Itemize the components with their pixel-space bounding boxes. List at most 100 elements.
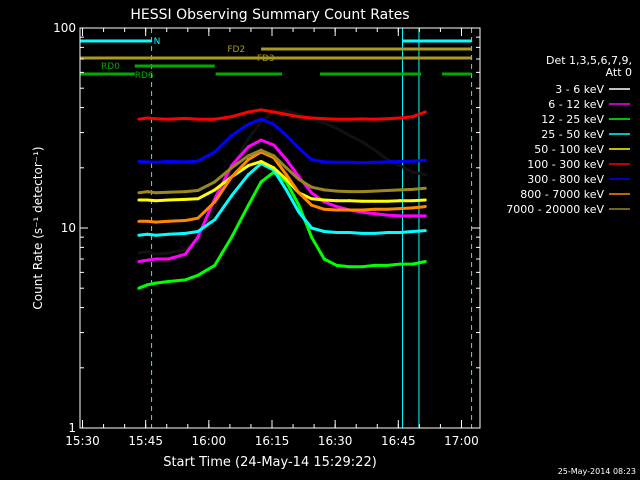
series-4-point-22 bbox=[423, 198, 427, 202]
series-5-point-22 bbox=[423, 110, 427, 114]
footer-timestamp: 25-May-2014 08:23 bbox=[558, 467, 636, 476]
series-2-point-17 bbox=[360, 265, 364, 269]
series-5-point-8 bbox=[246, 110, 250, 114]
series-6-point-0 bbox=[137, 160, 141, 164]
series-8-point-8 bbox=[246, 154, 250, 158]
series-5-point-19 bbox=[385, 117, 389, 121]
series-4-point-8 bbox=[246, 164, 250, 168]
x-tick-label-1: 15:45 bbox=[128, 434, 163, 448]
legend-label-0: 3 - 6 keV bbox=[555, 83, 604, 96]
series-0-point-19 bbox=[385, 158, 389, 162]
series-8-point-13 bbox=[310, 185, 314, 189]
series-0-point-15 bbox=[335, 126, 339, 130]
series-8-point-0 bbox=[137, 191, 141, 195]
series-4-point-16 bbox=[347, 199, 351, 203]
series-4-point-0 bbox=[137, 198, 141, 202]
state-bar-label-fd3: FD3 bbox=[257, 54, 275, 64]
series-5-point-16 bbox=[347, 117, 351, 121]
series-8-point-20 bbox=[398, 188, 402, 192]
legend-label-7: 800 - 7000 keV bbox=[520, 188, 604, 201]
series-5-point-9 bbox=[259, 108, 263, 112]
series-4-point-20 bbox=[398, 199, 402, 203]
series-0-point-14 bbox=[322, 121, 326, 125]
series-6-point-20 bbox=[398, 160, 402, 164]
series-3-point-18 bbox=[373, 231, 377, 235]
series-4-point-15 bbox=[335, 199, 339, 203]
series-5-point-20 bbox=[398, 116, 402, 120]
series-2-point-7 bbox=[230, 235, 234, 239]
series-2-point-2 bbox=[154, 281, 158, 285]
chart-title: HESSI Observing Summary Count Rates bbox=[130, 7, 409, 23]
series-4-point-19 bbox=[385, 199, 389, 203]
series-5-point-18 bbox=[373, 117, 377, 121]
series-2-point-0 bbox=[137, 286, 141, 290]
series-5-point-21 bbox=[411, 115, 415, 119]
legend-label-2: 12 - 25 keV bbox=[541, 113, 604, 126]
series-1-point-0 bbox=[137, 259, 141, 263]
series-8-point-10 bbox=[272, 154, 276, 158]
x-tick-label-2: 16:00 bbox=[192, 434, 227, 448]
series-7-point-5 bbox=[196, 216, 200, 220]
series-3-point-22 bbox=[423, 229, 427, 233]
series-3-point-14 bbox=[322, 230, 326, 234]
series-4-point-1 bbox=[145, 198, 149, 202]
series-6-point-19 bbox=[385, 160, 389, 164]
series-8-point-21 bbox=[411, 187, 415, 191]
series-7-point-1 bbox=[145, 219, 149, 223]
series-3-point-17 bbox=[360, 231, 364, 235]
series-4-point-4 bbox=[183, 197, 187, 201]
series-8-point-11 bbox=[284, 166, 288, 170]
series-4-point-3 bbox=[166, 198, 170, 202]
series-0-point-21 bbox=[411, 170, 415, 174]
series-8-point-15 bbox=[335, 189, 339, 193]
series-0-point-4 bbox=[183, 248, 187, 252]
series-8-point-22 bbox=[423, 186, 427, 190]
series-3-point-20 bbox=[398, 230, 402, 234]
series-4-point-2 bbox=[154, 199, 158, 203]
series-1-point-2 bbox=[154, 257, 158, 261]
series-2-point-22 bbox=[423, 259, 427, 263]
series-0-point-2 bbox=[154, 252, 158, 256]
series-5-point-4 bbox=[183, 116, 187, 120]
series-4-point-18 bbox=[373, 199, 377, 203]
x-tick-label-3: 16:15 bbox=[255, 434, 290, 448]
series-7-point-8 bbox=[246, 158, 250, 162]
series-0-point-17 bbox=[360, 140, 364, 144]
series-1-point-5 bbox=[196, 235, 200, 239]
series-1-point-18 bbox=[373, 212, 377, 216]
series-5-point-3 bbox=[166, 117, 170, 121]
series-6-point-11 bbox=[284, 134, 288, 138]
series-3-point-12 bbox=[297, 210, 301, 214]
series-1-point-1 bbox=[145, 258, 149, 262]
series-6-point-16 bbox=[347, 160, 351, 164]
series-4-point-14 bbox=[322, 198, 326, 202]
series-4-point-10 bbox=[272, 166, 276, 170]
series-3-point-0 bbox=[137, 233, 141, 237]
axes: 15:30 15:45 16:00 16:15 16:30 16:45 17:00 1 10 10… bbox=[53, 21, 480, 448]
series-4-point-11 bbox=[284, 177, 288, 181]
series-5-point-5 bbox=[196, 117, 200, 121]
series-5-point-0 bbox=[137, 117, 141, 121]
series-8-point-19 bbox=[385, 188, 389, 192]
series-7-point-14 bbox=[322, 207, 326, 211]
series-5-point-1 bbox=[145, 116, 149, 120]
legend-label-6: 300 - 800 keV bbox=[527, 173, 604, 186]
series-6-point-4 bbox=[183, 160, 187, 164]
y-tick-label-1: 10 bbox=[61, 221, 76, 235]
series-6-point-18 bbox=[373, 160, 377, 164]
series-6-point-15 bbox=[335, 160, 339, 164]
series-8-point-2 bbox=[154, 191, 158, 195]
series-3-point-4 bbox=[183, 231, 187, 235]
series-5-point-13 bbox=[310, 116, 314, 120]
series-6-point-1 bbox=[145, 160, 149, 164]
x-axis-label: Start Time (24-May-14 15:29:22) bbox=[163, 455, 377, 470]
series-1-point-8 bbox=[246, 145, 250, 149]
series-3-point-11 bbox=[284, 188, 288, 192]
state-bar-label-rd6: RD6 bbox=[135, 71, 154, 81]
series-7-point-17 bbox=[360, 208, 364, 212]
series-7-point-7 bbox=[230, 175, 234, 179]
series-0-point-6 bbox=[213, 207, 217, 211]
series-6-point-2 bbox=[154, 160, 158, 164]
plot-area: N FD2 FD3 RD0 RD6 bbox=[79, 28, 473, 428]
